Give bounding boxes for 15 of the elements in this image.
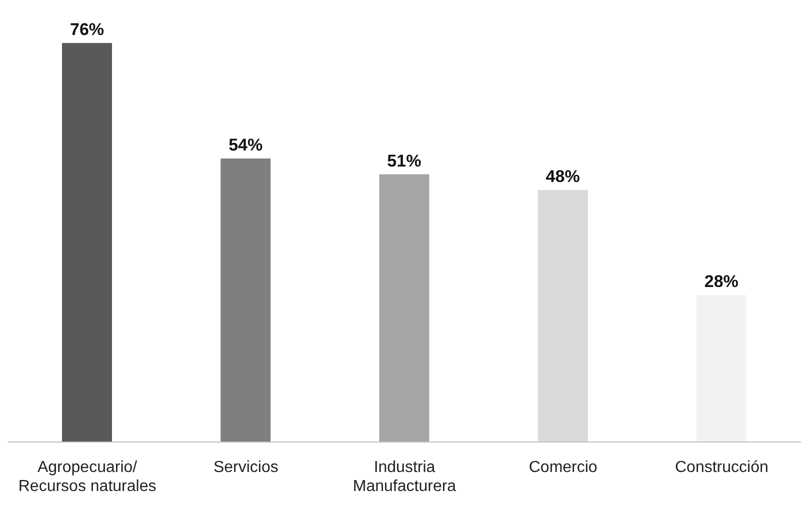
x-tick-label: Servicios — [213, 459, 278, 476]
x-tick-label: Industria Manufacturera — [352, 459, 456, 495]
bar — [538, 190, 588, 442]
data-label: 76% — [70, 20, 104, 39]
data-label: 51% — [387, 151, 422, 170]
bar — [696, 295, 746, 442]
data-label: 48% — [546, 167, 580, 186]
data-label: 54% — [228, 136, 263, 154]
x-tick-label: Construcción — [675, 459, 768, 476]
bar — [379, 174, 430, 442]
x-tick-label: Comercio — [528, 459, 598, 476]
x-tick-label: Agropecuario/ Recursos naturales — [18, 459, 156, 495]
bar — [220, 158, 271, 442]
bar — [62, 43, 112, 442]
data-label: 28% — [704, 272, 738, 291]
